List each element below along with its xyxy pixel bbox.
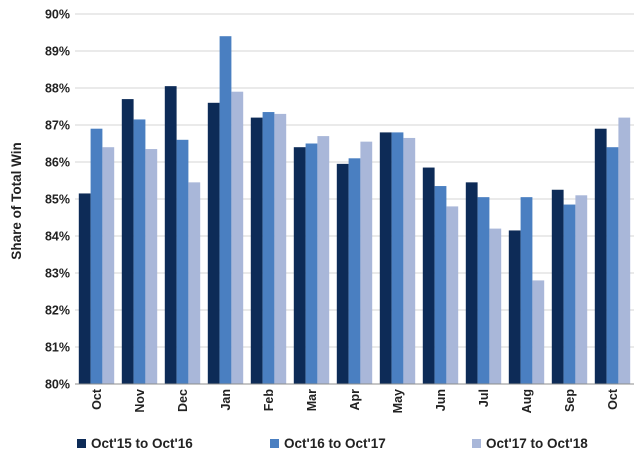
y-tick-label: 89%	[45, 45, 70, 59]
y-tick-label: 87%	[45, 119, 70, 133]
x-tick-label: Jun	[434, 389, 448, 411]
y-axis-tick-labels: 80% 81% 82% 83% 84% 85% 86% 87% 88% 89% 90%	[45, 8, 70, 392]
bar	[274, 113, 287, 385]
legend-swatch	[270, 439, 279, 448]
x-tick-label: Oct	[606, 388, 620, 410]
x-tick-label: Feb	[262, 389, 276, 412]
y-tick-label: 80%	[45, 378, 70, 392]
bar	[532, 280, 545, 384]
bar	[207, 102, 220, 385]
bar	[379, 132, 392, 384]
y-tick-label: 83%	[45, 267, 70, 281]
legend-swatch	[77, 439, 86, 448]
bar	[446, 206, 459, 384]
bar	[520, 197, 533, 384]
x-tick-label: Jul	[477, 389, 491, 407]
bar	[508, 230, 521, 384]
y-tick-label: 85%	[45, 193, 70, 207]
legend-label: Oct'17 to Oct'18	[486, 436, 588, 451]
bar	[551, 189, 564, 384]
bar	[618, 117, 631, 384]
x-tick-label: Nov	[133, 389, 147, 413]
bar	[360, 141, 373, 384]
bar	[403, 137, 416, 384]
x-tick-label: Mar	[305, 389, 319, 411]
x-tick-label: May	[391, 389, 405, 413]
x-tick-label: Sep	[563, 389, 577, 412]
bar	[317, 136, 330, 384]
y-tick-label: 90%	[45, 8, 70, 22]
bar	[336, 163, 349, 384]
bar	[563, 204, 576, 384]
y-tick-label: 82%	[45, 304, 70, 318]
bar	[121, 99, 134, 384]
legend: Oct'15 to Oct'16 Oct'16 to Oct'17 Oct'17 t…	[77, 436, 588, 451]
bar	[145, 149, 158, 384]
bar	[102, 147, 115, 384]
bar	[188, 182, 201, 384]
x-tick-label: Apr	[348, 389, 362, 411]
bar	[250, 117, 263, 384]
bar	[133, 119, 146, 384]
bar	[176, 139, 189, 384]
y-tick-label: 88%	[45, 82, 70, 96]
bar	[575, 195, 588, 384]
bar	[422, 167, 435, 384]
bar	[348, 158, 361, 384]
legend-label: Oct'15 to Oct'16	[91, 436, 193, 451]
y-tick-label: 86%	[45, 156, 70, 170]
x-tick-label: Aug	[520, 389, 534, 413]
x-axis-tick-labels: Oct Nov Dec Jan Feb Mar Apr May Jun Jul Aug Sep Oct	[90, 388, 620, 413]
x-tick-label: Dec	[176, 389, 190, 412]
bar	[231, 91, 244, 384]
y-tick-label: 84%	[45, 230, 70, 244]
legend-label: Oct'16 to Oct'17	[284, 436, 386, 451]
bar	[477, 197, 490, 384]
bar	[164, 86, 177, 385]
bar	[262, 112, 275, 385]
bar	[391, 132, 404, 384]
bar	[465, 182, 478, 384]
bars	[78, 36, 631, 385]
bar	[293, 147, 306, 384]
y-tick-label: 81%	[45, 341, 70, 355]
bar	[305, 143, 318, 384]
bar	[90, 128, 103, 384]
bar	[78, 193, 91, 384]
x-tick-label: Oct	[90, 388, 104, 410]
legend-swatch	[472, 439, 481, 448]
x-tick-label: Jan	[219, 389, 233, 411]
bar	[594, 128, 607, 384]
bar	[489, 228, 502, 384]
bar	[219, 36, 232, 384]
y-axis-label: Share of Total Win	[9, 142, 24, 259]
bar	[434, 186, 447, 384]
bar	[606, 147, 619, 384]
